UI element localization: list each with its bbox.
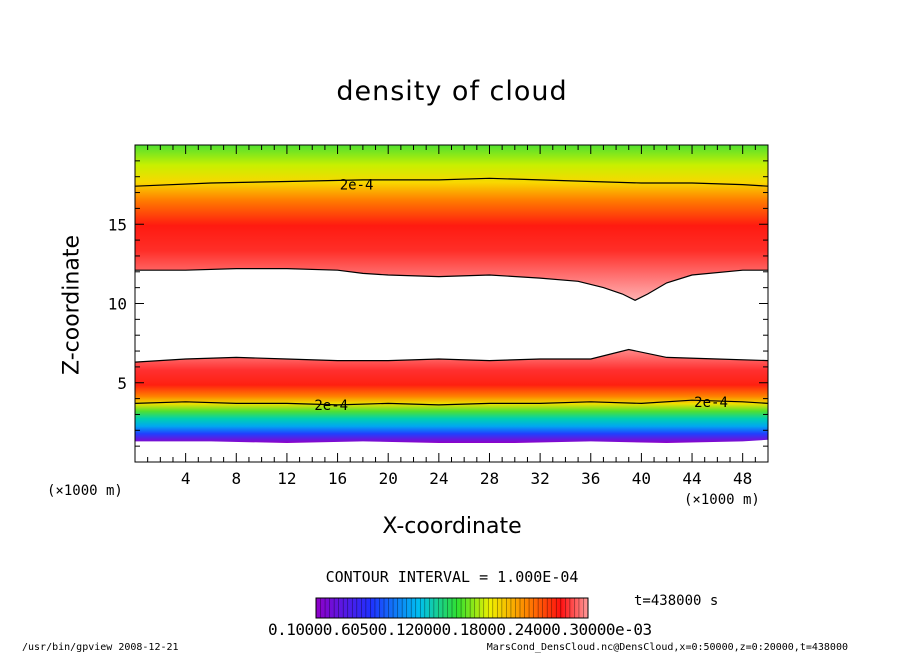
x-tick-label-4: 20	[379, 469, 398, 488]
upper-cloud-base-contour	[135, 268, 768, 301]
x-tick-label-1: 8	[231, 469, 241, 488]
x-tick-label-10: 44	[682, 469, 701, 488]
contour-label-2: 2e-4	[694, 395, 728, 411]
x-tick-label-8: 36	[581, 469, 600, 488]
lower-cloud-region	[135, 349, 768, 443]
chart-title: density of cloud	[336, 76, 568, 107]
x-tick-label-0: 4	[181, 469, 191, 488]
x-tick-label-3: 16	[328, 469, 347, 488]
x-tick-label-11: 48	[733, 469, 752, 488]
contour-label-0: 2e-4	[340, 178, 374, 194]
upper-contour-2e-4	[135, 177, 768, 187]
x-axis-label: X-coordinate	[382, 514, 522, 539]
footer-program: /usr/bin/gpview 2008-12-21	[22, 642, 179, 653]
time-label: t=438000 s	[634, 593, 719, 609]
x-tick-label-6: 28	[480, 469, 499, 488]
x-tick-label-2: 12	[277, 469, 296, 488]
x-tick-label-5: 24	[429, 469, 448, 488]
lower-cloud-top-contour	[135, 348, 768, 363]
contour-interval-label: CONTOUR INTERVAL = 1.000E-04	[325, 568, 579, 586]
x-unit-label-left: (×1000 m)	[47, 483, 123, 499]
y-tick-label-0: 5	[117, 374, 127, 393]
footer-source: MarsCond_DensCloud.nc@DensCloud,x=0:5000…	[486, 642, 848, 653]
colorbar-tick-labels: 0.10000.60500.120000.18000.24000.30000e-…	[268, 620, 652, 639]
contour-label-1: 2e-4	[314, 398, 348, 414]
x-tick-label-9: 40	[632, 469, 651, 488]
upper-cloud-region	[135, 145, 768, 301]
x-tick-label-7: 32	[530, 469, 549, 488]
y-tick-label-2: 15	[108, 215, 127, 234]
x-unit-label-right: (×1000 m)	[684, 492, 760, 508]
y-axis-label: Z-coordinate	[59, 235, 85, 375]
lower-contour-2e-4	[135, 399, 768, 406]
y-tick-label-1: 10	[108, 295, 127, 314]
